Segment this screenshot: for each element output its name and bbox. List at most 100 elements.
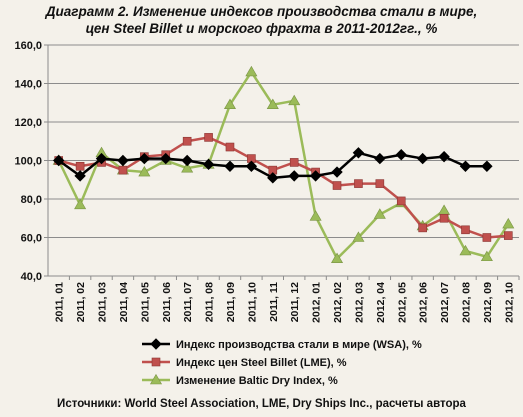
y-tick-label: 100,0: [14, 156, 42, 168]
data-point-triangle: [309, 210, 322, 221]
data-point-square: [332, 181, 342, 190]
legend-item: Изменение Baltic Dry Index, %: [142, 373, 338, 387]
y-tick-label: 140,0: [14, 79, 42, 91]
data-point-square: [418, 223, 427, 233]
data-point-diamond: [150, 338, 162, 350]
legend-label: Индекс производства стали в мире (WSA), …: [176, 339, 422, 351]
data-point-square: [289, 158, 299, 167]
data-point-square: [225, 142, 235, 152]
data-point-diamond: [160, 152, 172, 165]
data-point-triangle: [331, 252, 344, 263]
x-tick-label: 2011, 05: [139, 282, 151, 322]
y-tick-label: 160,0: [14, 40, 42, 52]
data-point-square: [503, 231, 513, 240]
x-tick-label: 2012, 02: [332, 282, 344, 323]
data-point-diamond: [416, 152, 429, 165]
y-tick-label: 120,0: [14, 117, 42, 129]
data-point-diamond: [352, 147, 365, 159]
x-tick-label: 2012, 08: [460, 282, 472, 323]
data-point-square: [354, 179, 363, 188]
data-point-diamond: [117, 154, 129, 167]
legend-item: Индекс цен Steel Billet (LME), %: [142, 357, 347, 369]
source-note: Источники: World Steel Association, LME,…: [57, 398, 466, 410]
y-tick-label: 60,0: [21, 233, 42, 245]
chart-title-line-2: цен Steel Billet и морского фрахта в 201…: [85, 21, 438, 36]
series-diamond: [52, 147, 493, 184]
data-point-diamond: [481, 160, 493, 172]
data-point-diamond: [288, 170, 300, 182]
x-tick-label: 2012, 04: [375, 282, 387, 323]
data-point-diamond: [181, 154, 193, 167]
data-point-triangle: [480, 250, 493, 262]
legend-item: Индекс производства стали в мире (WSA), …: [142, 338, 422, 351]
x-tick-label: 2011, 03: [97, 282, 109, 322]
data-point-diamond: [95, 152, 108, 165]
data-point-diamond: [202, 158, 215, 171]
data-point-triangle: [459, 244, 472, 256]
axes: 40,0 60,0 80,0 100,0 120,0 140,0 160,0 2011, 01…: [14, 40, 520, 323]
series-triangle: [52, 65, 515, 263]
legend-label: Изменение Baltic Dry Index, %: [176, 375, 338, 387]
x-tick-label: 2011, 02: [75, 282, 87, 322]
data-point-square: [118, 165, 128, 175]
data-point-diamond: [374, 152, 386, 165]
data-point-diamond: [438, 150, 450, 163]
y-tick-label: 40,0: [21, 271, 42, 283]
x-tick-label: 2011, 12: [289, 282, 301, 322]
data-point-square: [151, 357, 161, 367]
data-point-square: [396, 196, 406, 206]
data-point-diamond: [74, 170, 86, 182]
data-point-square: [75, 161, 85, 171]
data-point-triangle: [352, 231, 365, 242]
x-tick-label: 2011, 08: [204, 282, 216, 322]
x-tick-label: 2011, 11: [268, 282, 280, 322]
series-line: [58, 136, 509, 239]
x-tick-label: 2011, 01: [54, 282, 66, 322]
data-point-triangle: [74, 198, 87, 210]
x-tick-label: 2011, 06: [161, 282, 173, 322]
data-point-diamond: [245, 160, 258, 172]
x-tick-label: 2012, 06: [418, 282, 430, 323]
x-tick-label: 2012, 09: [482, 282, 494, 323]
chart-title-line-1: Диаграмм 2. Изменение индексов производс…: [45, 4, 478, 19]
x-tick-label: 2011, 10: [246, 282, 258, 322]
data-point-diamond: [331, 166, 343, 178]
data-point-diamond: [52, 154, 65, 167]
legend: Индекс производства стали в мире (WSA), …: [142, 338, 422, 387]
data-point-diamond: [138, 152, 151, 165]
data-point-square: [375, 179, 385, 188]
data-point-diamond: [267, 172, 279, 184]
data-point-triangle: [245, 65, 258, 77]
data-point-square: [182, 136, 192, 146]
data-point-triangle: [138, 165, 151, 177]
data-point-square: [482, 233, 492, 242]
data-point-triangle: [149, 373, 163, 385]
data-point-diamond: [459, 160, 472, 172]
series-line: [57, 70, 510, 260]
data-point-square: [204, 133, 213, 142]
data-point-square: [461, 225, 470, 235]
data-point-square: [439, 213, 449, 223]
legend-label: Индекс цен Steel Billet (LME), %: [176, 357, 347, 369]
data-point-triangle: [266, 98, 279, 109]
x-tick-label: 2012, 05: [396, 282, 408, 323]
data-point-triangle: [288, 94, 301, 106]
x-tick-label: 2012, 01: [311, 282, 323, 323]
data-point-diamond: [224, 160, 236, 172]
y-tick-label: 80,0: [21, 194, 42, 206]
series-layer: [52, 65, 515, 263]
x-tick-label: 2011, 04: [118, 282, 130, 322]
data-point-triangle: [502, 217, 515, 229]
x-tick-label: 2012, 03: [353, 282, 365, 323]
x-tick-label: 2012, 07: [439, 282, 451, 323]
data-point-triangle: [223, 98, 236, 109]
data-point-diamond: [395, 149, 407, 161]
data-point-diamond: [309, 170, 322, 182]
gridlines: [48, 44, 519, 277]
x-tick-label: 2012, 10: [503, 282, 515, 323]
data-point-triangle: [181, 162, 194, 173]
x-tick-label: 2011, 09: [225, 282, 237, 322]
x-tick-label: 2011, 07: [182, 282, 194, 322]
chart-title: Диаграмм 2. Изменение индексов производс…: [0, 3, 523, 37]
